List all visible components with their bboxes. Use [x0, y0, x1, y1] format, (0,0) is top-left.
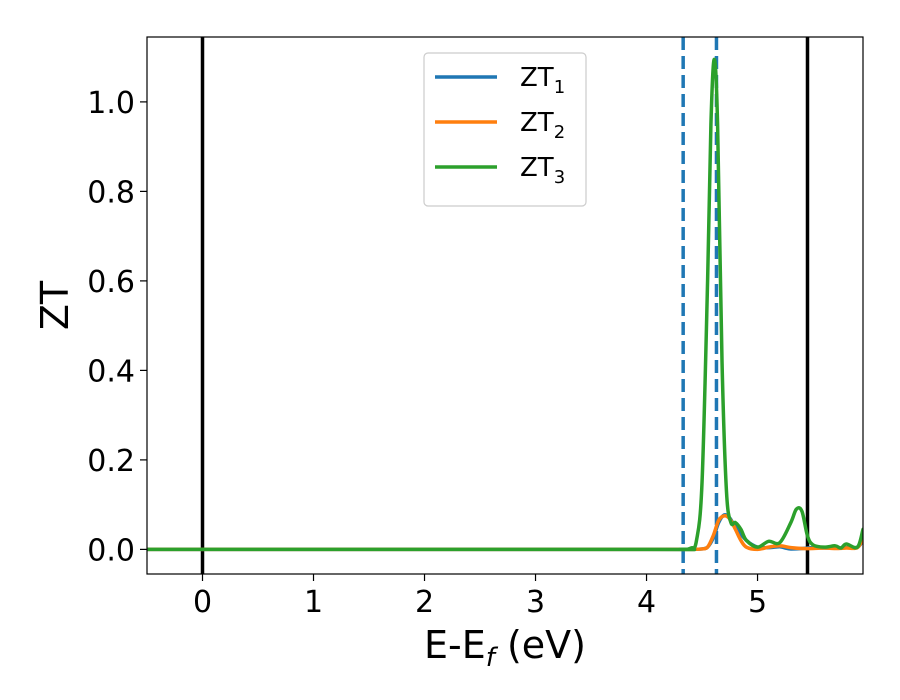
legend: ZT1 ZT2 ZT3 — [423, 52, 587, 207]
y-tick-label: 0.2 — [87, 444, 135, 479]
x-tick-label: 4 — [637, 585, 656, 620]
legend-label-zt3: ZT3 — [520, 153, 565, 188]
x-tick-label: 5 — [748, 585, 767, 620]
x-tick-label: 3 — [526, 585, 545, 620]
y-tick-label: 0.4 — [87, 354, 135, 389]
x-tick-label: 0 — [193, 585, 212, 620]
x-tick-label: 1 — [304, 585, 323, 620]
legend-label-zt2: ZT2 — [520, 108, 565, 143]
y-axis-ticks: 0.0 0.2 0.4 0.6 0.8 1.0 — [87, 86, 147, 568]
x-axis-label-main: E-E — [424, 623, 486, 667]
legend-label-zt1: ZT1 — [520, 63, 565, 98]
series-lines — [147, 57, 863, 552]
plot-frame — [146, 36, 864, 575]
x-axis-ticks: 0 1 2 3 4 5 — [193, 574, 767, 620]
y-tick-label: 0.0 — [87, 533, 135, 568]
x-tick-label: 2 — [415, 585, 434, 620]
series-line-zt3 — [147, 57, 863, 552]
x-axis-label: E-Ef (eV) — [424, 623, 586, 673]
x-axis-label-suffix: (eV) — [495, 623, 586, 667]
y-tick-label: 0.6 — [87, 265, 135, 300]
y-tick-label: 0.8 — [87, 175, 135, 210]
y-axis-label: ZT — [33, 280, 77, 330]
y-tick-label: 1.0 — [87, 86, 135, 121]
series-line-zt2 — [147, 514, 863, 552]
vertical-lines — [200, 37, 810, 574]
series-line-zt1 — [147, 513, 863, 552]
